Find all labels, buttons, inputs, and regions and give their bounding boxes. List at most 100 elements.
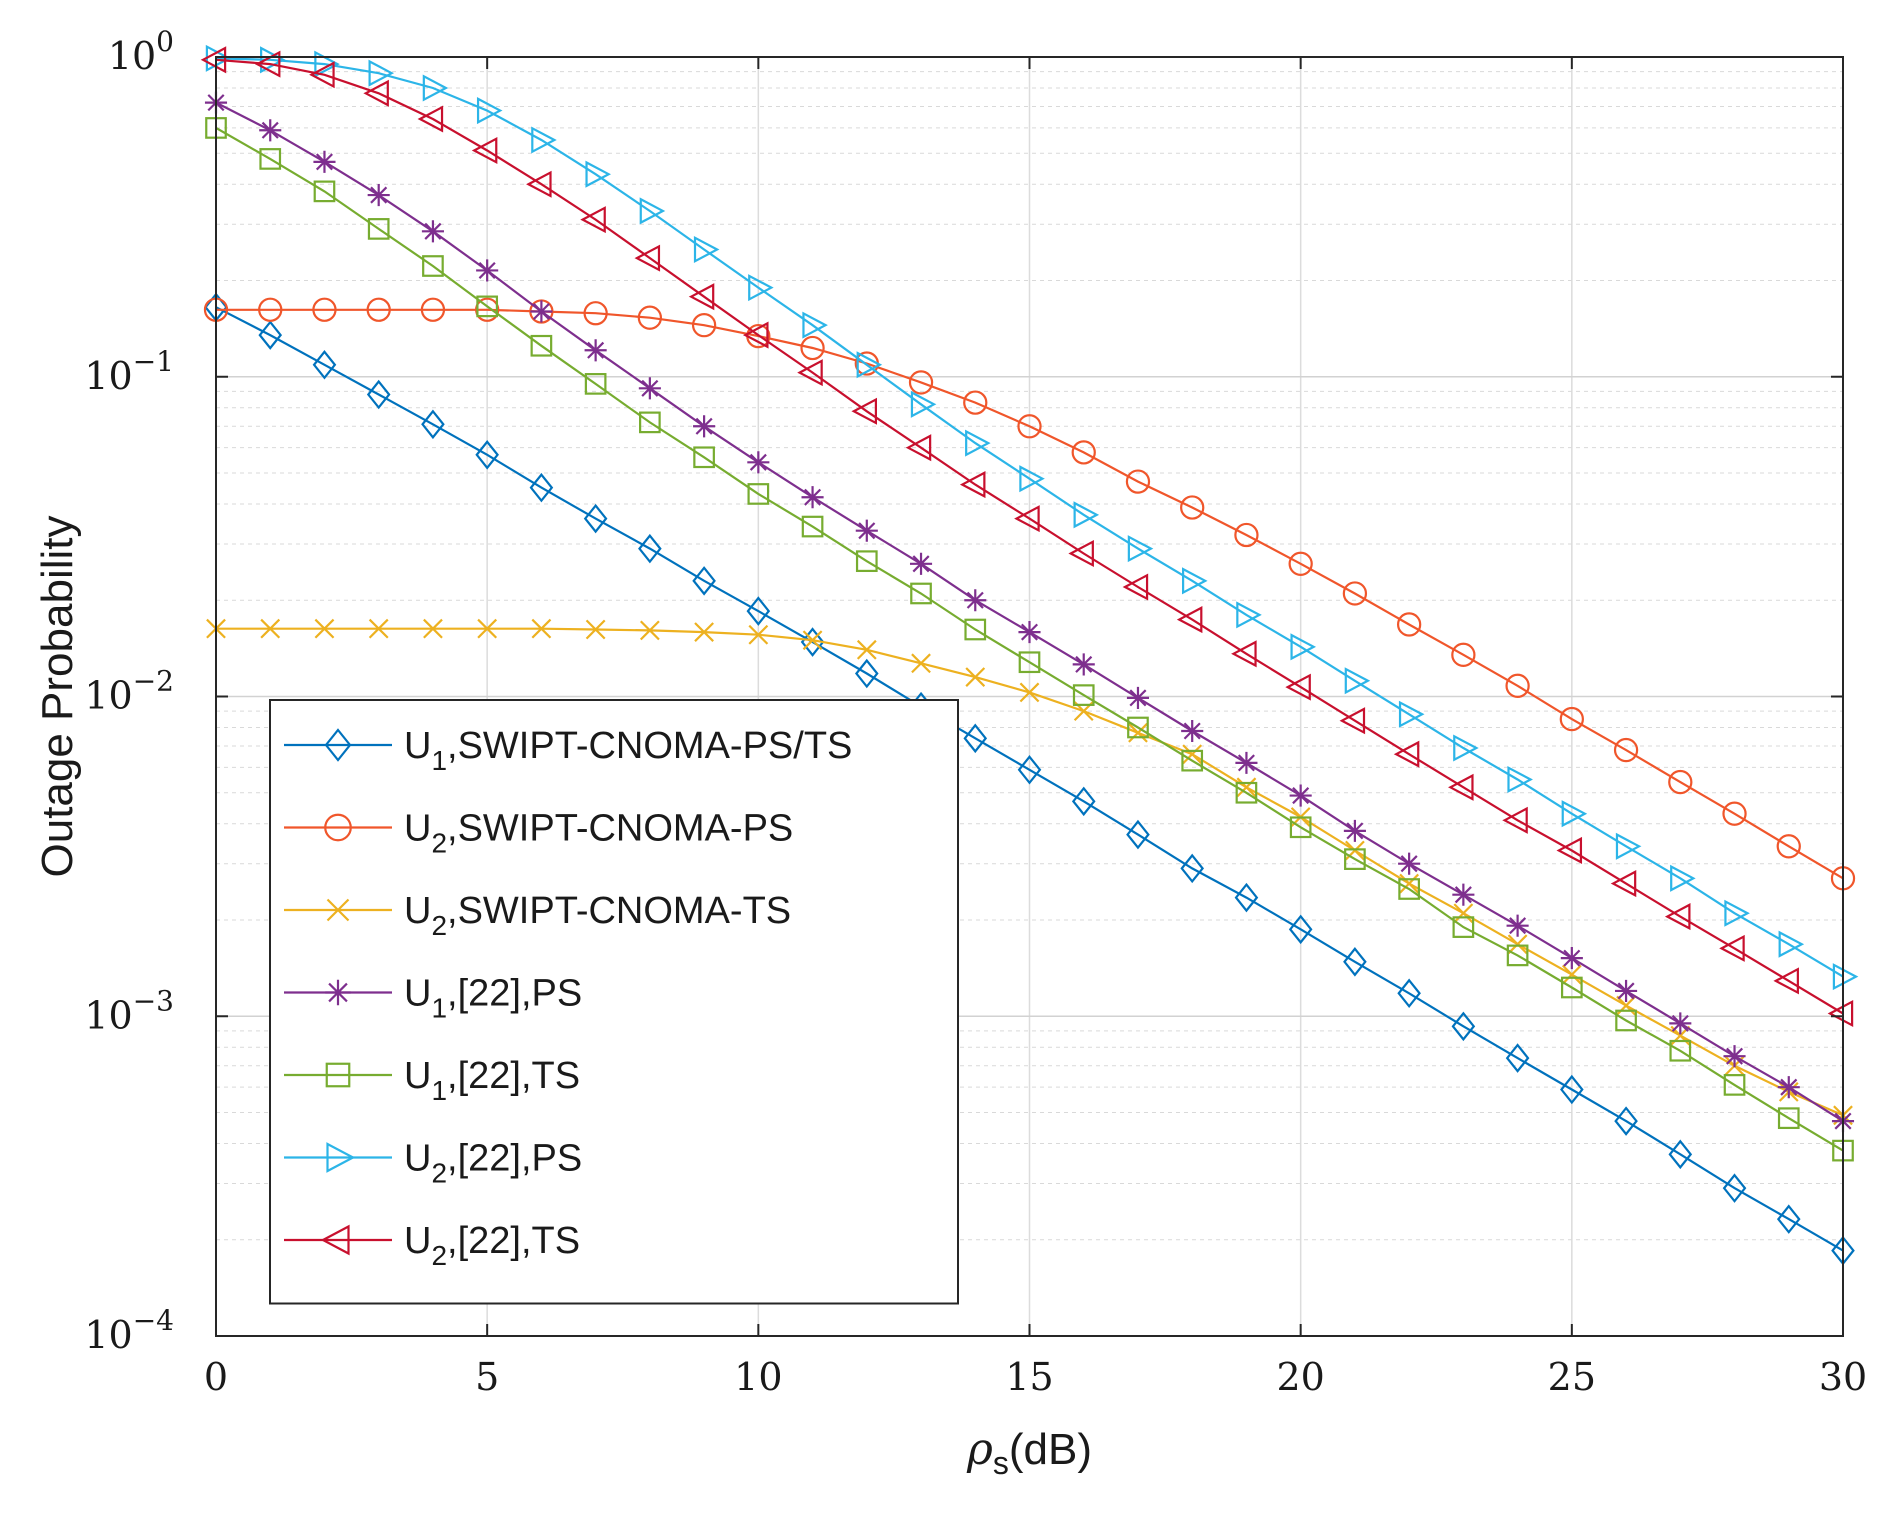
- data-point-asterisk: [855, 519, 878, 542]
- data-point-triangle-left: [1285, 673, 1311, 701]
- data-point-x: [1561, 964, 1582, 985]
- data-point-triangle-right: [1236, 601, 1262, 629]
- data-point-triangle-right: [1344, 667, 1371, 695]
- data-point-diamond: [638, 533, 662, 564]
- legend-label-scheme: ,[22],PS: [447, 1138, 582, 1180]
- data-point-triangle-right: [260, 46, 286, 74]
- data-point-asterisk: [747, 451, 770, 474]
- data-point-square: [801, 515, 824, 538]
- data-point-asterisk: [421, 220, 444, 243]
- data-point-triangle-left: [905, 434, 932, 462]
- data-point-square: [1181, 749, 1204, 772]
- data-point-square: [530, 334, 553, 357]
- x-tick-label: 25: [1548, 1355, 1596, 1399]
- data-point-asterisk: [1398, 852, 1421, 875]
- data-point-diamond: [1343, 947, 1367, 977]
- data-point-triangle-right: [693, 235, 720, 264]
- data-point-diamond: [1776, 1204, 1801, 1234]
- data-point-square: [910, 582, 932, 605]
- legend-label: U2,[22],PS: [404, 1138, 582, 1189]
- data-point-triangle-left: [363, 79, 389, 107]
- legend-label-subscript: 1: [431, 1075, 447, 1106]
- data-point-x: [1019, 682, 1040, 703]
- legend-label-scheme: ,[22],TS: [447, 1055, 580, 1097]
- data-point-asterisk: [1072, 653, 1095, 676]
- data-point-triangle-left: [309, 61, 335, 89]
- data-point-square: [476, 295, 499, 318]
- data-point-diamond: [258, 320, 283, 350]
- data-point-triangle-right: [1670, 864, 1696, 892]
- data-point-triangle-right: [856, 351, 883, 379]
- data-point-asterisk: [1018, 621, 1041, 644]
- data-point-square: [422, 255, 444, 277]
- legend-label-subscript: 1: [431, 993, 447, 1024]
- data-point-circle: [583, 301, 608, 326]
- y-tick-label: 10−1: [84, 345, 174, 398]
- legend-entry: U2,[22],TS: [284, 1220, 580, 1271]
- x-tick-label: 0: [204, 1355, 228, 1399]
- data-point-diamond: [1451, 1011, 1476, 1042]
- data-point-circle: [908, 370, 934, 395]
- data-point-x: [531, 618, 552, 639]
- legend-label-user: U: [404, 890, 431, 932]
- data-point-triangle-left: [417, 105, 444, 133]
- data-point-triangle-right: [422, 74, 449, 102]
- data-point-diamond: [746, 596, 771, 626]
- data-point-triangle-left: [200, 46, 227, 74]
- data-point-x: [748, 624, 769, 645]
- legend-label-scheme: ,[22],PS: [447, 973, 582, 1015]
- data-point-circle: [1288, 551, 1313, 576]
- data-point-square: [313, 180, 336, 203]
- data-point-diamond: [529, 472, 554, 503]
- data-point-diamond: [366, 379, 391, 410]
- legend-label-subscript: 2: [431, 910, 447, 941]
- legend-label: U1,[22],TS: [404, 1055, 580, 1106]
- legend-label: U2,SWIPT-CNOMA-PS: [404, 808, 793, 859]
- data-point-diamond: [963, 723, 988, 754]
- data-point-diamond: [1722, 1173, 1747, 1203]
- data-point-circle: [1776, 834, 1801, 859]
- data-point-circle: [1342, 581, 1368, 606]
- data-point-triangle-right: [314, 50, 340, 78]
- legend-label-user: U: [404, 1055, 431, 1097]
- data-point-triangle-right: [585, 160, 611, 188]
- data-point-triangle-right: [368, 59, 395, 87]
- data-point-asterisk: [1343, 819, 1366, 842]
- data-point-triangle-left: [1610, 870, 1637, 898]
- legend-label: U2,SWIPT-CNOMA-TS: [404, 890, 791, 941]
- data-point-triangle-left: [634, 244, 661, 272]
- data-point-circle: [1613, 737, 1639, 763]
- data-point-x: [585, 619, 606, 640]
- data-point-diamond: [1288, 914, 1313, 945]
- data-point-diamond: [1560, 1074, 1584, 1105]
- data-point-x: [423, 618, 443, 639]
- data-point-triangle-left: [1448, 773, 1474, 801]
- y-tick-base: 10: [84, 993, 132, 1037]
- data-point-triangle-right: [965, 429, 991, 457]
- data-point-square: [1127, 716, 1149, 739]
- data-point-triangle-right: [802, 311, 828, 339]
- data-point-triangle-left: [254, 50, 281, 78]
- data-point-triangle-right: [1453, 734, 1479, 762]
- data-point-triangle-left: [526, 170, 552, 198]
- data-point-asterisk: [259, 119, 282, 142]
- data-point-square: [259, 148, 282, 170]
- data-point-square: [584, 373, 607, 395]
- data-point-asterisk: [325, 979, 351, 1006]
- legend-label-user: U: [404, 973, 431, 1015]
- y-tick-label: 10−3: [84, 984, 174, 1037]
- legend: U1,SWIPT-CNOMA-PS/TSU2,SWIPT-CNOMA-PSU2,…: [269, 699, 959, 1305]
- data-point-triangle-left: [471, 136, 498, 165]
- data-point-triangle-right: [639, 197, 666, 225]
- legend-label-scheme: ,SWIPT-CNOMA-TS: [447, 890, 791, 932]
- data-point-diamond: [312, 350, 337, 380]
- data-point-asterisk: [1126, 686, 1150, 709]
- data-point-x: [1182, 744, 1203, 765]
- y-tick-label: 10−2: [84, 665, 174, 718]
- data-point-triangle-right: [326, 1142, 356, 1173]
- data-point-circle: [366, 297, 391, 322]
- legend-label: U2,[22],TS: [404, 1220, 580, 1271]
- legend-label-scheme: ,SWIPT-CNOMA-PS/TS: [447, 725, 852, 767]
- data-point-asterisk: [1723, 1045, 1746, 1068]
- data-point-x: [260, 618, 281, 639]
